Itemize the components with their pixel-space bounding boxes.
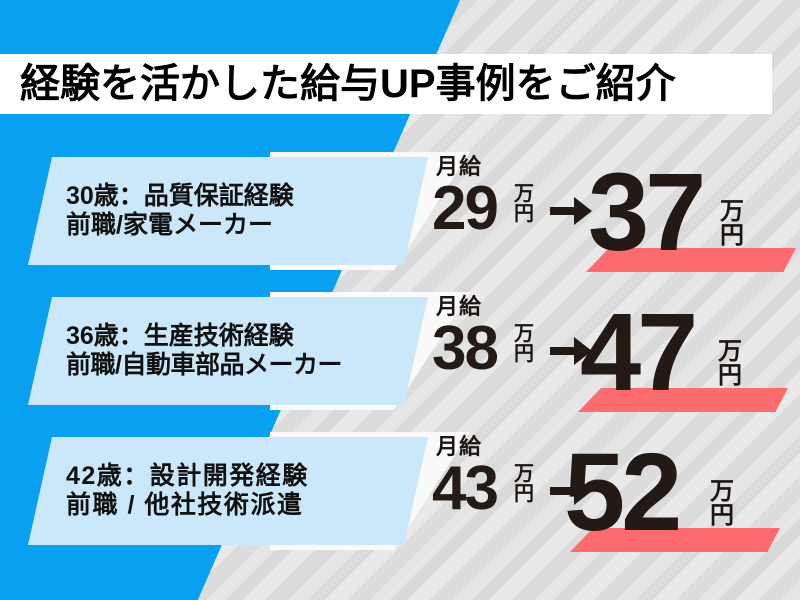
salary-after-value: 37 [588, 151, 706, 274]
unit-yen-char: 円 [514, 343, 534, 365]
profile-line-previous-job: 前職/家電メーカー [66, 211, 273, 239]
case-row: 42歳：設計開発経験 前職 / 他社技術派遣 月給 43 万 円 52 万 円 [0, 431, 800, 554]
unit-man-yen-after: 万 円 [718, 340, 742, 388]
salary-after-value: 52 [564, 431, 682, 554]
salary-before-value: 43 [432, 454, 499, 523]
highlight-bar [586, 248, 796, 272]
unit-man-char: 万 [720, 198, 744, 225]
title-banner: 経験を活かした給与UP事例をご紹介 [0, 54, 772, 114]
profile-banner: 36歳：生産技術経験 前職/自動車部品メーカー [28, 297, 428, 405]
monthly-salary-label: 月給 [436, 154, 483, 179]
profile-banner: 30歳：品質保証経験 前職/家電メーカー [28, 157, 428, 265]
unit-man-yen-before: 万 円 [514, 184, 534, 224]
unit-man-yen-after: 万 円 [720, 200, 744, 248]
salary-block: 月給 38 万 円 47 万 円 [428, 291, 800, 414]
monthly-salary-label: 月給 [436, 434, 483, 459]
salary-before-value: 38 [432, 314, 499, 383]
unit-man-char: 万 [718, 338, 742, 365]
unit-man-yen-before: 万 円 [514, 464, 534, 504]
right-arrow-icon [550, 477, 592, 505]
unit-man-yen-before: 万 円 [514, 324, 534, 364]
case-row: 30歳：品質保証経験 前職/家電メーカー 月給 29 万 円 37 万 円 [0, 151, 800, 274]
profile-banner: 42歳：設計開発経験 前職 / 他社技術派遣 [28, 437, 428, 545]
highlight-bar [570, 528, 780, 552]
page-title: 経験を活かした給与UP事例をご紹介 [20, 62, 676, 106]
unit-man-char: 万 [514, 323, 534, 345]
salary-before-value: 29 [432, 174, 499, 243]
salary-block: 月給 43 万 円 52 万 円 [428, 431, 800, 554]
unit-man-char: 万 [514, 183, 534, 205]
unit-yen-char: 円 [514, 483, 534, 505]
unit-yen-char: 円 [720, 222, 744, 249]
unit-yen-char: 円 [718, 362, 742, 389]
profile-line-age-experience: 42歳：設計開発経験 [66, 461, 309, 490]
profile-line-age-experience: 30歳：品質保証経験 [66, 181, 294, 210]
unit-man-char: 万 [514, 463, 534, 485]
salary-after-value: 47 [580, 291, 698, 414]
profile-line-age-experience: 36歳：生産技術経験 [66, 321, 294, 350]
unit-yen-char: 円 [710, 502, 734, 529]
profile-line-previous-job: 前職 / 他社技術派遣 [66, 491, 304, 519]
right-arrow-icon [550, 197, 592, 225]
unit-man-yen-after: 万 円 [710, 480, 734, 528]
monthly-salary-label: 月給 [436, 294, 483, 319]
right-arrow-icon [550, 337, 592, 365]
salary-block: 月給 29 万 円 37 万 円 [428, 151, 800, 274]
highlight-bar [578, 388, 788, 412]
unit-man-char: 万 [710, 478, 734, 505]
unit-yen-char: 円 [514, 203, 534, 225]
case-row: 36歳：生産技術経験 前職/自動車部品メーカー 月給 38 万 円 47 万 円 [0, 291, 800, 414]
profile-line-previous-job: 前職/自動車部品メーカー [66, 351, 342, 379]
